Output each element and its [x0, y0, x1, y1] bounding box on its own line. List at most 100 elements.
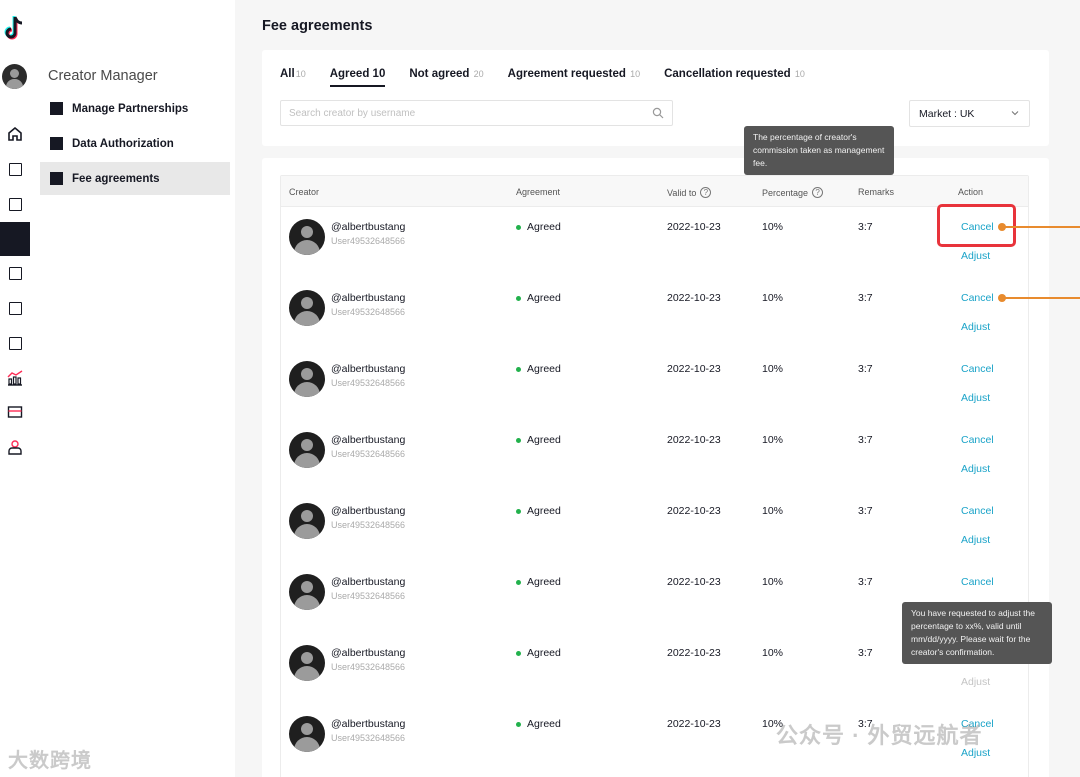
percentage-value: 10%	[762, 221, 784, 233]
adjust-link[interactable]: Adjust	[961, 747, 991, 759]
cancel-link[interactable]: Cancel	[961, 434, 994, 446]
valid-to-date: 2022-10-23	[667, 505, 721, 517]
column-header-label: Valid to	[667, 187, 697, 198]
tab-label: Agreed	[329, 68, 370, 80]
search-icon[interactable]	[652, 107, 664, 119]
column-header-remarks: Remarks	[858, 187, 895, 197]
column-header-creator: Creator	[289, 187, 320, 197]
column-header-action: Action	[958, 187, 984, 197]
agreement-status-label: Agreed	[527, 505, 561, 517]
market-select[interactable]: Market : UK	[909, 100, 1030, 127]
adjust-link[interactable]: Adjust	[961, 250, 991, 262]
valid-to-date: 2022-10-23	[667, 292, 721, 304]
callout-line	[1004, 226, 1080, 228]
creator-user-id: User49532648566	[331, 662, 406, 672]
percentage-value: 10%	[762, 292, 784, 304]
creator-user-id: User49532648566	[331, 236, 406, 246]
callout-dot	[998, 294, 1006, 302]
analytics-icon[interactable]	[6, 369, 24, 387]
valid-to-date: 2022-10-23	[667, 221, 721, 233]
valid-to-date: 2022-10-23	[667, 647, 721, 659]
sidebar-item-data-authorization[interactable]: Data Authorization	[40, 127, 230, 160]
tiktok-logo-icon[interactable]	[2, 14, 28, 44]
valid-to-date: 2022-10-23	[667, 576, 721, 588]
avatar[interactable]	[289, 574, 325, 610]
adjust-link[interactable]: Adjust	[961, 463, 991, 475]
status-dot	[516, 224, 521, 230]
cancel-link[interactable]: Cancel	[961, 221, 994, 233]
creator-handle[interactable]: @albertbustang	[331, 576, 406, 588]
avatar[interactable]	[289, 432, 325, 468]
adjust-link[interactable]: Adjust	[961, 534, 991, 546]
percentage-value: 10%	[762, 505, 784, 517]
nav-square-icon[interactable]	[6, 299, 24, 317]
table-header: Creator Agreement Valid to? Percentage? …	[281, 176, 1028, 207]
tab-count: 10	[295, 69, 306, 79]
creator-handle[interactable]: @albertbustang	[331, 718, 406, 730]
card-icon[interactable]	[6, 403, 24, 421]
valid-to-date: 2022-10-23	[667, 363, 721, 375]
search-box[interactable]	[280, 100, 673, 126]
tab-count: 10	[372, 68, 386, 80]
avatar[interactable]	[289, 290, 325, 326]
tab-cancellation-requested[interactable]: Cancellation requested 10	[664, 68, 805, 87]
status-dot	[516, 579, 521, 585]
status-tabs: All10 Agreed 10 Not agreed 20 Agreement …	[280, 68, 829, 87]
adjust-link[interactable]: Adjust	[961, 676, 991, 688]
avatar[interactable]	[289, 361, 325, 397]
status-dot	[516, 508, 521, 514]
table-row: @albertbustang User49532648566 Agreed 2022-…	[281, 278, 1028, 349]
square-icon	[50, 137, 63, 150]
person-icon[interactable]	[6, 438, 24, 456]
creator-handle[interactable]: @albertbustang	[331, 434, 406, 446]
tab-count: 20	[473, 69, 484, 79]
tab-count: 10	[630, 69, 641, 79]
percentage-value: 10%	[762, 363, 784, 375]
creator-handle[interactable]: @albertbustang	[331, 363, 406, 375]
highlight-box	[937, 204, 1016, 247]
help-icon[interactable]: ?	[812, 187, 824, 198]
sidebar: Creator Manager Manage Partnerships Data…	[30, 0, 235, 777]
creator-handle[interactable]: @albertbustang	[331, 505, 406, 517]
adjust-link[interactable]: Adjust	[961, 321, 991, 333]
avatar[interactable]	[289, 716, 325, 752]
home-icon[interactable]	[6, 125, 24, 143]
tab-all[interactable]: All10	[280, 68, 306, 87]
creator-handle[interactable]: @albertbustang	[331, 221, 406, 233]
avatar[interactable]	[289, 503, 325, 539]
tab-agreed[interactable]: Agreed 10	[329, 68, 386, 87]
cancel-link[interactable]: Cancel	[961, 576, 994, 588]
cancel-link[interactable]: Cancel	[961, 718, 994, 730]
creator-handle[interactable]: @albertbustang	[331, 292, 406, 304]
column-header-label: Percentage	[762, 187, 809, 198]
tab-agreement-requested[interactable]: Agreement requested 10	[508, 68, 640, 87]
cancel-link[interactable]: Cancel	[961, 292, 994, 304]
remarks-value: 3:7	[858, 292, 873, 304]
remarks-value: 3:7	[858, 505, 873, 517]
avatar[interactable]	[289, 645, 325, 681]
help-icon[interactable]: ?	[700, 187, 712, 198]
remarks-value: 3:7	[858, 363, 873, 375]
nav-square-icon[interactable]	[6, 334, 24, 352]
agreement-status-label: Agreed	[527, 363, 561, 375]
cancel-link[interactable]: Cancel	[961, 505, 994, 517]
table-row: @albertbustang User49532648566 Agreed 2022-…	[281, 633, 1028, 704]
nav-square-icon[interactable]	[6, 264, 24, 282]
avatar[interactable]	[289, 219, 325, 255]
adjust-tooltip: You have requested to adjust the percent…	[902, 602, 1052, 664]
market-select-value: Market : UK	[919, 107, 975, 120]
nav-square-icon[interactable]	[6, 160, 24, 178]
valid-to-date: 2022-10-23	[667, 434, 721, 446]
cancel-link[interactable]: Cancel	[961, 363, 994, 375]
user-avatar[interactable]	[2, 64, 27, 89]
table-row: @albertbustang User49532648566 Agreed 2022-…	[281, 491, 1028, 562]
tab-not-agreed[interactable]: Not agreed 20	[409, 68, 483, 87]
watermark-right: 公众号 · 外贸远航者	[776, 723, 983, 748]
sidebar-item-fee-agreements[interactable]: Fee agreements	[40, 162, 230, 195]
search-input[interactable]	[289, 107, 639, 119]
creator-handle[interactable]: @albertbustang	[331, 647, 406, 659]
nav-square-icon[interactable]	[6, 195, 24, 213]
nav-active-indicator[interactable]	[0, 222, 31, 256]
adjust-link[interactable]: Adjust	[961, 392, 991, 404]
sidebar-item-manage-partnerships[interactable]: Manage Partnerships	[40, 92, 230, 125]
